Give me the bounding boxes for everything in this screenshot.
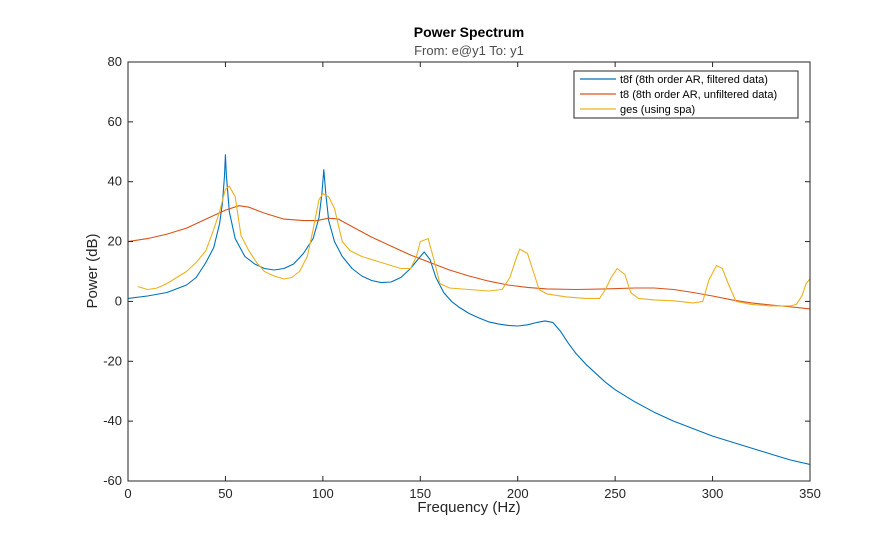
x-tick-label: 100 (312, 486, 334, 501)
x-tick-label: 250 (604, 486, 626, 501)
chart-title: Power Spectrum (414, 24, 524, 40)
legend-label-2: t8 (8th order AR, unfiltered data) (620, 89, 777, 101)
plot-area (128, 62, 810, 481)
y-tick-label: 80 (108, 54, 122, 69)
series-line-1 (128, 154, 810, 466)
series-line-2 (128, 205, 810, 310)
series-layer (128, 154, 810, 466)
x-axis-label: Frequency (Hz) (417, 499, 520, 516)
y-tick-label: 60 (108, 114, 122, 129)
x-tick-label: 350 (799, 486, 821, 501)
x-tick-label: 300 (702, 486, 724, 501)
y-tick-label: 20 (108, 234, 122, 249)
axes-box (127, 61, 811, 482)
x-tick-label: 50 (218, 486, 232, 501)
y-tick-label: 40 (108, 174, 122, 189)
y-tick-label: -60 (103, 473, 122, 488)
y-tick-label: -20 (103, 353, 122, 368)
x-tick-label: 200 (507, 486, 529, 501)
x-tick-label: 150 (409, 486, 431, 501)
tick-layer: 0 50 100 150 200 250 300 350 -60 -40 -20 0 20 40 60 80 (103, 54, 821, 501)
chart-subtitle: From: e@y1 To: y1 (414, 43, 524, 58)
series-line-3 (137, 185, 810, 307)
legend: t8f (8th order AR, filtered data) t8 (8th… (573, 70, 799, 119)
legend-label-3: ges (using spa) (620, 104, 695, 116)
y-tick-label: -40 (103, 413, 122, 428)
legend-label-1: t8f (8th order AR, filtered data) (620, 74, 768, 86)
y-axis-label: Power (dB) (84, 233, 101, 308)
x-tick-label: 0 (124, 486, 131, 501)
y-tick-label: 0 (115, 293, 122, 308)
